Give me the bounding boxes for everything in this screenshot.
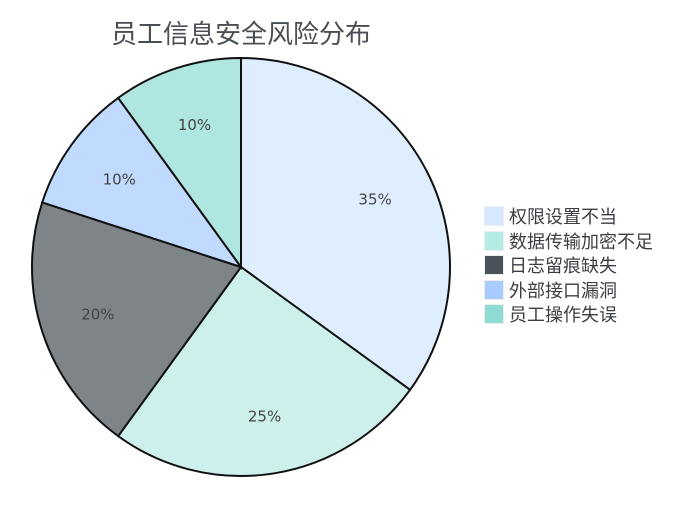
legend-swatch: [484, 230, 504, 251]
legend: 权限设置不当 数据传输加密不足 日志留痕缺失 外部接口漏洞 员工操作失误: [484, 204, 653, 327]
legend-item[interactable]: 员工操作失误: [484, 302, 653, 327]
legend-label: 员工操作失误: [509, 305, 617, 327]
pie-slice-4: [116, 56, 242, 271]
slice-label: 10%: [103, 171, 136, 189]
legend-swatch: [484, 255, 504, 276]
chart-title: 员工信息安全风险分布: [110, 20, 371, 50]
slice-label: 10%: [178, 116, 211, 134]
legend-item[interactable]: 日志留痕缺失: [484, 253, 653, 278]
pie-slice-2: [31, 201, 243, 438]
legend-label: 数据传输加密不足: [509, 231, 653, 253]
legend-swatch: [484, 206, 504, 227]
legend-label: 权限设置不当: [509, 207, 617, 229]
pie-slice-1: [116, 265, 412, 477]
legend-item[interactable]: 权限设置不当: [484, 204, 653, 229]
pie-slice-0: [240, 56, 451, 392]
legend-item[interactable]: 外部接口漏洞: [484, 278, 653, 303]
legend-swatch: [484, 304, 504, 325]
legend-label: 日志留痕缺失: [509, 256, 617, 278]
legend-label: 外部接口漏洞: [509, 280, 617, 302]
slice-label: 35%: [358, 191, 391, 209]
pie-slice-3: [40, 96, 244, 269]
slice-label: 25%: [248, 408, 281, 426]
legend-swatch: [484, 279, 504, 300]
slice-label: 20%: [81, 306, 114, 324]
legend-item[interactable]: 数据传输加密不足: [484, 229, 653, 254]
